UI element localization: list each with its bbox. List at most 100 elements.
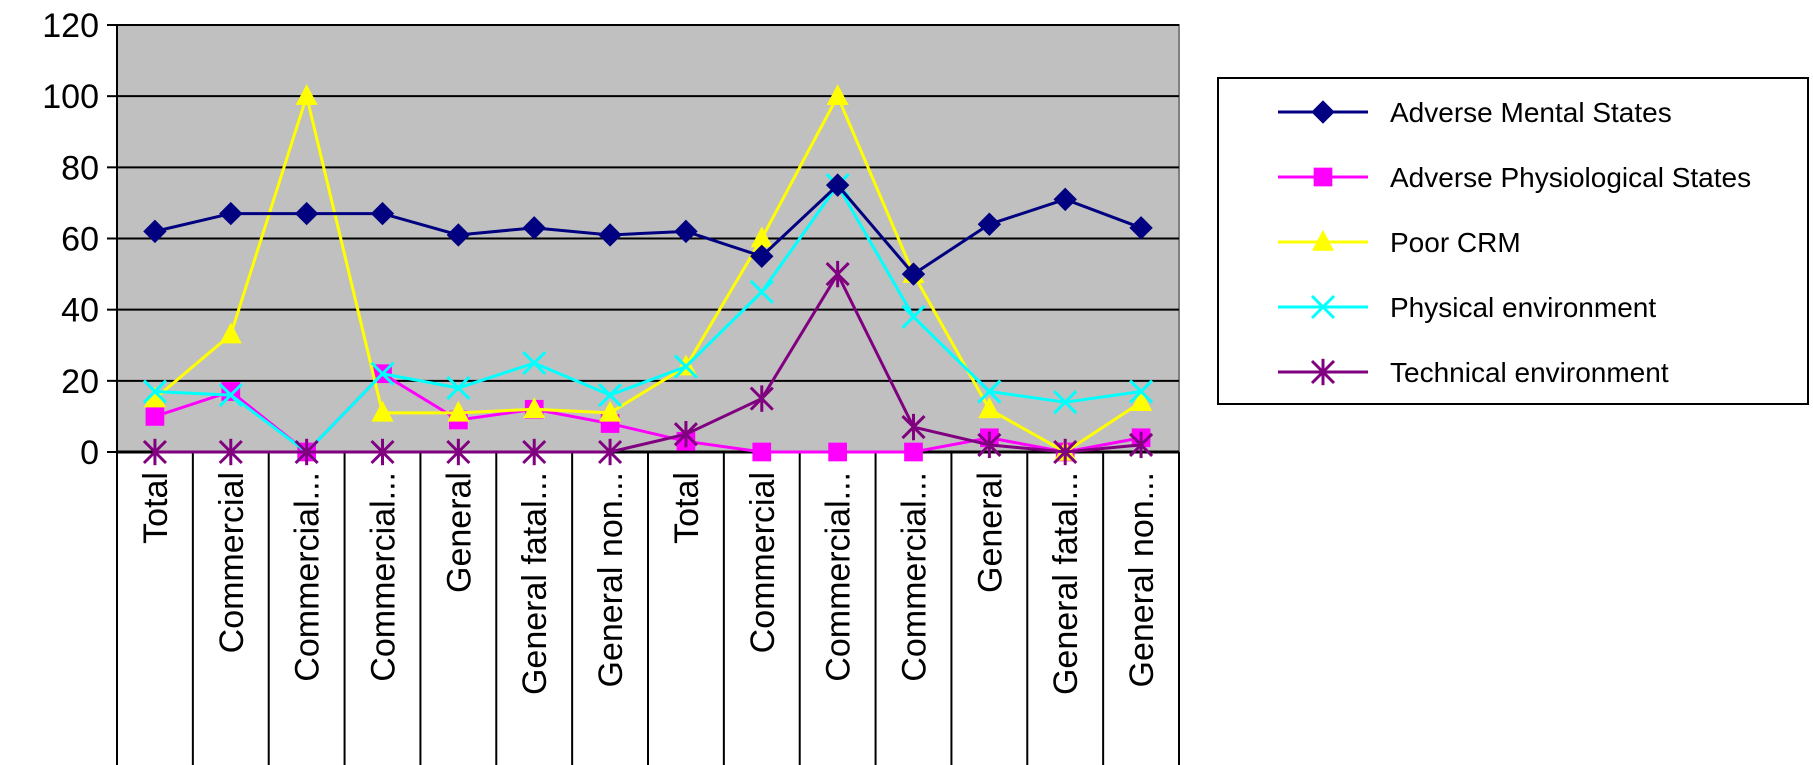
data-point-marker xyxy=(143,219,167,244)
y-tick-label: 0 xyxy=(80,434,99,472)
series-technical-environment xyxy=(142,260,1154,466)
data-point-marker xyxy=(750,244,774,268)
legend-label: Physical environment xyxy=(1390,292,1656,323)
data-point-marker xyxy=(142,438,167,466)
category-label: General non... xyxy=(592,472,630,687)
legend-item: Physical environment xyxy=(1278,292,1656,323)
data-point-marker xyxy=(446,223,471,247)
legend: Adverse Mental States Adverse Physiologic… xyxy=(1217,77,1809,405)
series-line xyxy=(154,182,1142,277)
category-label: General fatal... xyxy=(1047,472,1085,695)
category-label: Total xyxy=(668,472,706,544)
category-label: General non... xyxy=(1123,472,1161,687)
legend-label: Technical environment xyxy=(1390,357,1669,388)
series-physical-environment xyxy=(142,173,1154,465)
data-point-marker xyxy=(673,421,698,448)
data-point-marker xyxy=(522,438,547,466)
data-point-marker xyxy=(1313,167,1333,187)
category-label: General xyxy=(440,472,478,593)
data-point-marker xyxy=(294,201,319,226)
data-point-marker xyxy=(1310,358,1336,386)
data-point-marker xyxy=(673,354,698,379)
data-point-marker xyxy=(752,442,772,462)
category-axis-table: Total Commercial Commercial... Commercial..… xyxy=(116,452,1180,765)
data-point-marker xyxy=(749,385,774,412)
data-point-marker xyxy=(1311,100,1335,124)
category-label: Commercial xyxy=(213,472,251,653)
series-line xyxy=(153,90,1142,454)
data-point-marker xyxy=(370,438,395,466)
data-point-marker xyxy=(978,397,1001,419)
data-point-marker xyxy=(750,226,773,248)
data-point-marker xyxy=(599,400,622,422)
data-point-marker xyxy=(371,400,394,422)
data-point-marker xyxy=(142,379,167,404)
data-point-marker xyxy=(1053,390,1078,415)
data-point-marker xyxy=(522,216,546,240)
data-point-marker xyxy=(143,386,166,408)
data-point-marker xyxy=(901,262,926,286)
data-point-marker xyxy=(977,212,1002,236)
legend-label: Adverse Physiological States xyxy=(1390,162,1751,193)
legend-label: Adverse Mental States xyxy=(1390,97,1672,128)
data-point-marker xyxy=(826,84,849,105)
data-point-marker xyxy=(598,438,623,466)
series-line xyxy=(154,182,1142,454)
y-tick-label: 100 xyxy=(42,78,99,116)
data-point-marker xyxy=(901,413,926,441)
data-point-marker xyxy=(1310,294,1336,320)
data-point-marker xyxy=(218,438,243,466)
data-point-marker xyxy=(447,400,470,422)
data-point-marker xyxy=(1130,390,1153,411)
gridlines xyxy=(117,24,1179,382)
category-label: Commercial xyxy=(744,472,782,653)
data-point-marker xyxy=(904,442,923,462)
legend-item: Adverse Physiological States xyxy=(1278,162,1751,193)
y-tick-label: 80 xyxy=(61,149,99,187)
data-point-marker xyxy=(598,383,623,408)
data-point-marker xyxy=(295,84,318,105)
y-tick-label: 60 xyxy=(61,221,99,259)
legend-label: Poor CRM xyxy=(1390,227,1521,258)
data-point-marker xyxy=(825,260,850,288)
data-point-marker xyxy=(1129,379,1154,404)
y-axis: 0 20 40 60 80 100 120 xyxy=(42,7,1179,472)
category-label: Total xyxy=(137,472,175,544)
data-point-marker xyxy=(219,322,242,344)
category-label: General fatal... xyxy=(516,472,554,695)
category-label: Commercial... xyxy=(896,472,934,682)
data-point-marker xyxy=(977,431,1002,459)
category-label: Commercial... xyxy=(289,472,327,682)
data-point-marker xyxy=(446,438,471,466)
category-label: General xyxy=(971,472,1009,593)
data-point-marker xyxy=(901,304,926,329)
series-lines xyxy=(142,84,1154,466)
data-point-marker xyxy=(1053,438,1078,466)
legend-item: Technical environment xyxy=(1278,357,1669,388)
data-point-marker xyxy=(674,219,698,244)
y-tick-label: 40 xyxy=(61,292,99,330)
legend-item: Poor CRM xyxy=(1278,227,1521,258)
y-tick-label: 120 xyxy=(42,7,99,45)
data-point-marker xyxy=(370,361,395,386)
data-point-marker xyxy=(828,442,847,462)
y-tick-label: 20 xyxy=(61,363,99,401)
data-point-marker xyxy=(219,201,243,226)
data-point-marker xyxy=(1129,431,1154,459)
data-point-marker xyxy=(1312,229,1334,251)
data-point-marker xyxy=(446,375,471,401)
category-label: Commercial... xyxy=(820,472,858,682)
series-adverse-mental-states xyxy=(143,173,1153,286)
data-point-marker xyxy=(294,438,319,466)
series-line xyxy=(154,270,1142,454)
data-point-marker xyxy=(825,173,850,197)
data-point-marker xyxy=(523,397,546,419)
data-point-marker xyxy=(1129,216,1153,240)
category-label: Commercial... xyxy=(365,472,403,682)
legend-item: Adverse Mental States xyxy=(1278,97,1672,128)
data-point-marker xyxy=(218,383,243,408)
data-point-marker xyxy=(977,379,1002,404)
data-point-marker xyxy=(370,201,395,226)
data-point-marker xyxy=(1053,187,1077,212)
